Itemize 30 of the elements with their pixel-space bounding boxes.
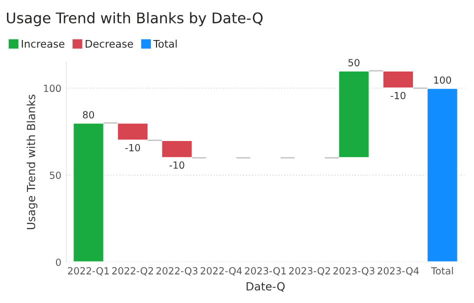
x-axis-title: Date-Q	[246, 282, 285, 292]
x-tick-label: 2023-Q3	[333, 267, 374, 276]
bar	[160, 140, 194, 158]
x-tick-label: 2022-Q4	[200, 267, 242, 276]
text: 50	[348, 58, 360, 66]
text: 80	[82, 111, 94, 118]
legend-label: Decrease	[86, 40, 133, 48]
y-tick-label: 100	[44, 84, 61, 92]
x-tick-label: 2023-Q1	[244, 267, 286, 276]
y-tick-label: 0	[56, 258, 61, 266]
text: -10	[390, 92, 406, 100]
x-tick-label: 2022-Q3	[156, 267, 198, 276]
bar	[116, 122, 149, 142]
text: -10	[169, 161, 184, 169]
bar	[426, 88, 459, 262]
y-axis-title: Usage Trend with Blanks	[26, 94, 38, 230]
bar	[382, 70, 414, 89]
text: 100	[434, 76, 452, 84]
bar	[72, 122, 105, 262]
text: -10	[125, 144, 140, 152]
x-tick-label: 2023-Q4	[378, 267, 419, 276]
y-tick-label: 50	[50, 172, 61, 179]
x-tick-label: 2022-Q2	[112, 267, 153, 276]
bar	[338, 70, 370, 158]
legend-label: Increase	[22, 40, 64, 48]
legend-label: Total	[153, 40, 177, 48]
x-tick-label: Total	[431, 266, 453, 274]
x-tick-label: 2023-Q2	[289, 267, 330, 276]
x-tick-label: 2022-Q1	[68, 267, 109, 276]
chart-title: Usage Trend with Blanks by Date-Q	[6, 12, 263, 26]
